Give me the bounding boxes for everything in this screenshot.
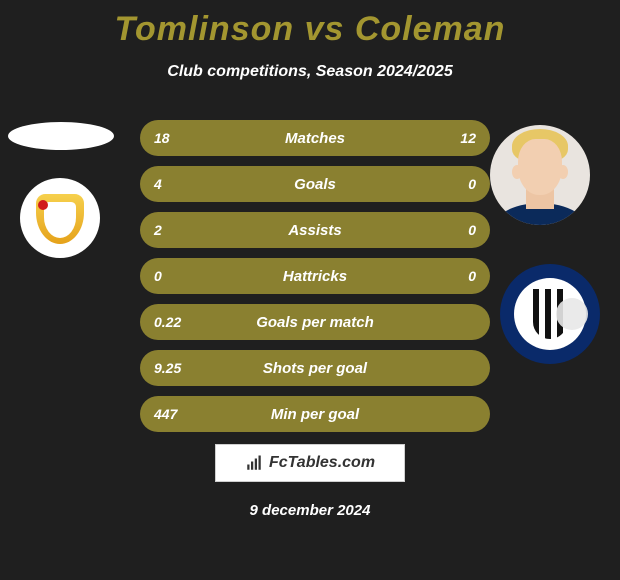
comparison-table: 18 Matches 12 4 Goals 0 2 Assists 0 0 Ha…: [140, 120, 490, 442]
stat-left-value: 2: [154, 222, 194, 238]
stat-label: Hattricks: [194, 268, 436, 285]
stat-row: 2 Assists 0: [140, 212, 490, 248]
stat-label: Assists: [194, 222, 436, 239]
stat-row: 9.25 Shots per goal: [140, 350, 490, 386]
gillingham-horse-icon: [556, 298, 588, 330]
stat-row: 18 Matches 12: [140, 120, 490, 156]
stat-row: 447 Min per goal: [140, 396, 490, 432]
club-crest-right: [500, 264, 600, 364]
stat-label: Min per goal: [194, 406, 436, 423]
page-subtitle: Club competitions, Season 2024/2025: [0, 63, 620, 81]
stat-label: Goals: [194, 176, 436, 193]
stat-right-value: 0: [436, 222, 476, 238]
stat-row: 0 Hattricks 0: [140, 258, 490, 294]
mk-dons-dot-icon: [38, 200, 48, 210]
stat-row: 4 Goals 0: [140, 166, 490, 202]
fctables-badge[interactable]: FcTables.com: [215, 444, 405, 482]
page-title: Tomlinson vs Coleman: [0, 0, 620, 49]
stat-left-value: 9.25: [154, 360, 194, 376]
stat-label: Matches: [194, 130, 436, 147]
stat-right-value: 0: [436, 268, 476, 284]
player-photo-left: [8, 122, 114, 150]
stat-row: 0.22 Goals per match: [140, 304, 490, 340]
stat-left-value: 4: [154, 176, 194, 192]
stat-left-value: 0: [154, 268, 194, 284]
stat-right-value: 12: [436, 130, 476, 146]
stat-label: Goals per match: [194, 314, 436, 331]
stat-label: Shots per goal: [194, 360, 436, 377]
player-face-icon: [518, 139, 562, 195]
bar-chart-icon: [245, 454, 263, 472]
stat-right-value: 0: [436, 176, 476, 192]
fctables-label: FcTables.com: [269, 454, 375, 472]
stat-left-value: 18: [154, 130, 194, 146]
stat-left-value: 447: [154, 406, 194, 422]
stat-left-value: 0.22: [154, 314, 194, 330]
club-crest-left: [20, 178, 100, 258]
player-photo-right: [490, 125, 590, 225]
footer-date: 9 december 2024: [0, 502, 620, 519]
